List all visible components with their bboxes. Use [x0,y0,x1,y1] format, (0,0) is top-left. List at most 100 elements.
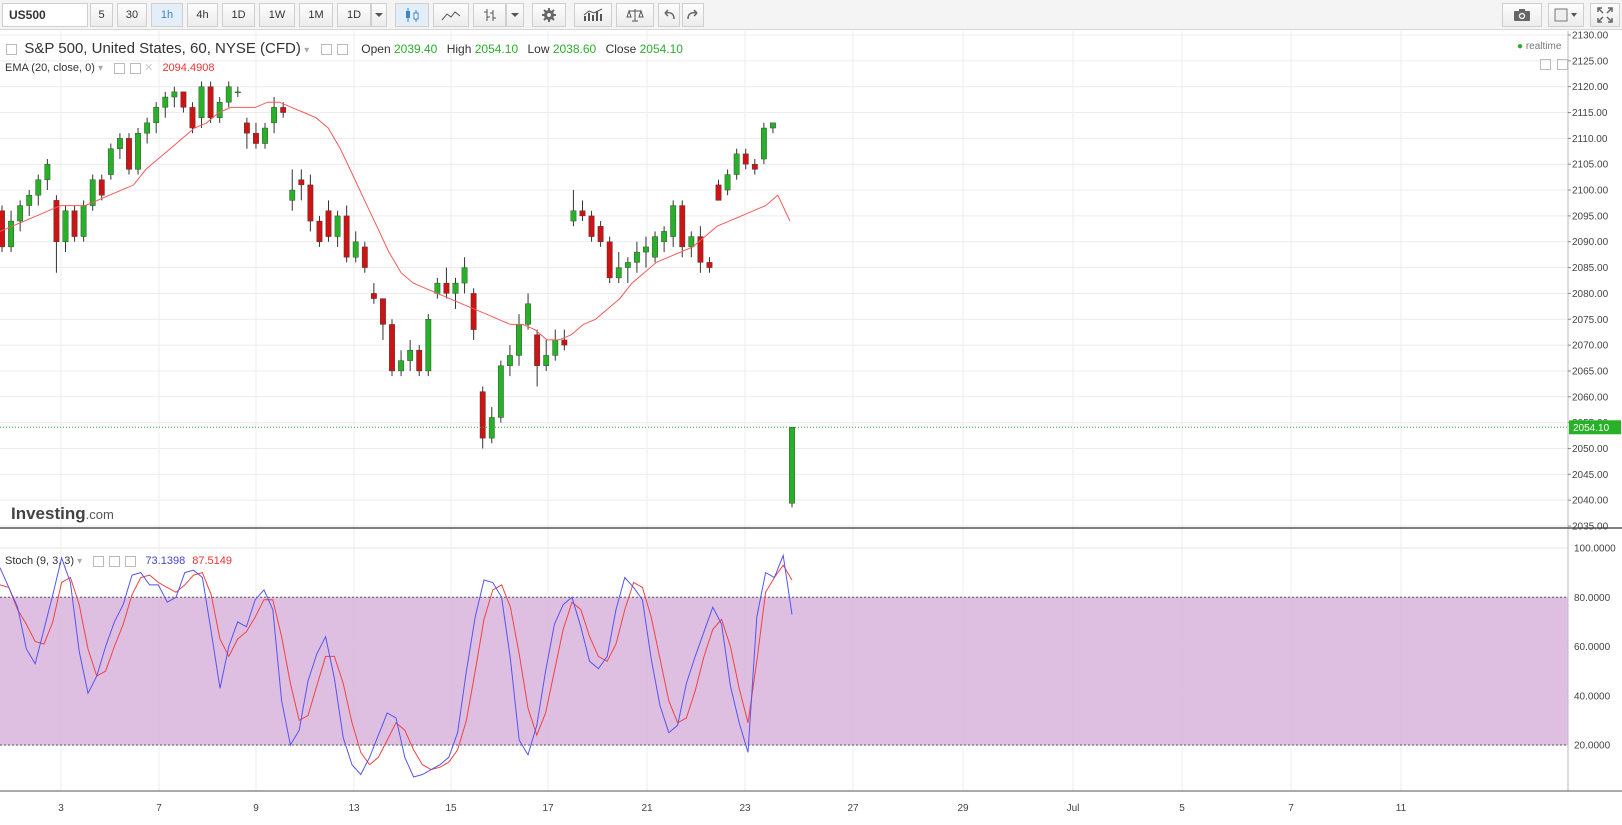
candle [316,215,323,247]
candle [697,226,704,273]
watermark-logo: Investing.com [11,504,114,523]
candle [26,190,33,216]
stoch-close-icon[interactable] [125,555,137,567]
indicators-button[interactable] [574,3,612,27]
candle [253,122,259,149]
price-tick-label: 2045.00 [1572,470,1609,481]
interval-30-button[interactable]: 30 [117,3,147,27]
line-type-button[interactable] [433,3,469,27]
candle [289,169,296,211]
time-tick-label: 9 [253,803,259,814]
ema-visibility-icon[interactable] [130,62,142,74]
candle [298,169,305,201]
candle [370,283,377,304]
candle [751,159,758,175]
stoch-legend: Stoch (9, 3, 3) ▾ 73.1398 87.5149 [5,555,232,567]
candlestick-type-button[interactable] [395,3,429,27]
stoch-tick-label: 20.0000 [1574,741,1611,752]
time-tick-label: 5 [1179,803,1185,814]
ema-settings-icon[interactable] [114,62,126,74]
ema-close-icon[interactable]: ✕ [144,62,154,74]
time-tick-label: 15 [445,803,457,814]
fullscreen-icon [1597,7,1613,23]
undo-button[interactable] [658,3,680,27]
interval-1m-button[interactable]: 1M [299,3,333,27]
bar-type-button[interactable] [473,3,506,27]
candle [789,427,795,508]
candle [135,128,141,175]
stoch-k-line [0,553,793,778]
candle [661,226,668,253]
candle [715,179,722,201]
stoch-settings-icon[interactable] [93,555,105,567]
interval-1d-button[interactable]: 1D [222,3,255,27]
candle [35,174,42,206]
collapse-pane-icon[interactable] [6,44,17,56]
stoch-tick-label: 100.0000 [1574,544,1616,555]
settings-button[interactable] [532,3,566,27]
candle [597,221,604,247]
stoch-chevron-down-icon[interactable]: ▾ [77,556,83,567]
open-value: 2039.40 [393,42,438,56]
candle [216,97,223,123]
chart-type-chevron-down-icon[interactable] [506,3,524,27]
snapshot-button[interactable] [1502,3,1542,27]
candle [398,350,404,377]
window-layout-icon [1554,8,1577,22]
title-chevron-down-icon[interactable]: ▾ [304,45,310,56]
interval-1h-button[interactable]: 1h [151,3,183,27]
chart-canvas[interactable]: 2035.002040.002045.002050.002055.002060.… [0,31,1622,820]
range-dropdown[interactable]: 1D [337,3,371,27]
fullscreen-button[interactable] [1590,3,1620,27]
candle [352,231,359,263]
candle [760,122,767,165]
open-label: Open [361,42,391,56]
candle [742,148,749,170]
candle [8,210,14,253]
time-tick-label: 7 [1288,803,1294,814]
ema-chevron-down-icon[interactable]: ▾ [97,63,103,74]
stoch-d-line [0,564,793,771]
interval-4h-button[interactable]: 4h [187,3,218,27]
pane-move-down-icon[interactable] [1540,59,1551,71]
price-tick-label: 2085.00 [1572,263,1609,274]
pane-settings-icon[interactable] [320,44,332,56]
stoch-overbought-oversold-band [0,597,1568,745]
redo-button[interactable] [682,3,704,27]
interval-5-button[interactable]: 5 [90,3,113,27]
pane-maximize-icon[interactable] [1557,59,1569,71]
gear-icon [542,8,556,22]
price-tick-label: 2090.00 [1572,237,1609,248]
candle [189,102,196,134]
price-tick-label: 2120.00 [1572,82,1609,93]
candle [679,200,686,258]
price-tick-label: 2050.00 [1572,444,1609,455]
candle [624,257,631,284]
candle [98,174,105,201]
stoch-k-value: 73.1398 [145,555,186,567]
candle [470,288,477,340]
low-label: Low [527,42,550,56]
candle [652,231,658,263]
candle [262,122,268,149]
candle [525,293,531,330]
candle [733,148,740,180]
interval-1w-button[interactable]: 1W [259,3,295,27]
low-value: 2038.60 [552,42,597,56]
time-tick-label: 21 [641,803,653,814]
time-tick-label: 11 [1396,803,1407,814]
symbol-input[interactable]: US500 [2,3,88,27]
stoch-visibility-icon[interactable] [109,555,121,567]
candle [588,210,595,242]
layout-button[interactable] [1548,3,1584,27]
compare-button[interactable] [616,3,654,27]
candle [380,298,386,340]
area-chart-icon [441,11,461,21]
price-tick-label: 2100.00 [1572,186,1609,197]
camera-icon [1514,9,1530,21]
price-tick-label: 2105.00 [1572,160,1609,171]
range-chevron-down-icon[interactable] [371,3,387,27]
chart-area[interactable]: 2035.002040.002045.002050.002055.002060.… [0,31,1622,820]
price-tick-label: 2095.00 [1572,211,1609,222]
pane-refresh-icon[interactable] [336,44,348,56]
